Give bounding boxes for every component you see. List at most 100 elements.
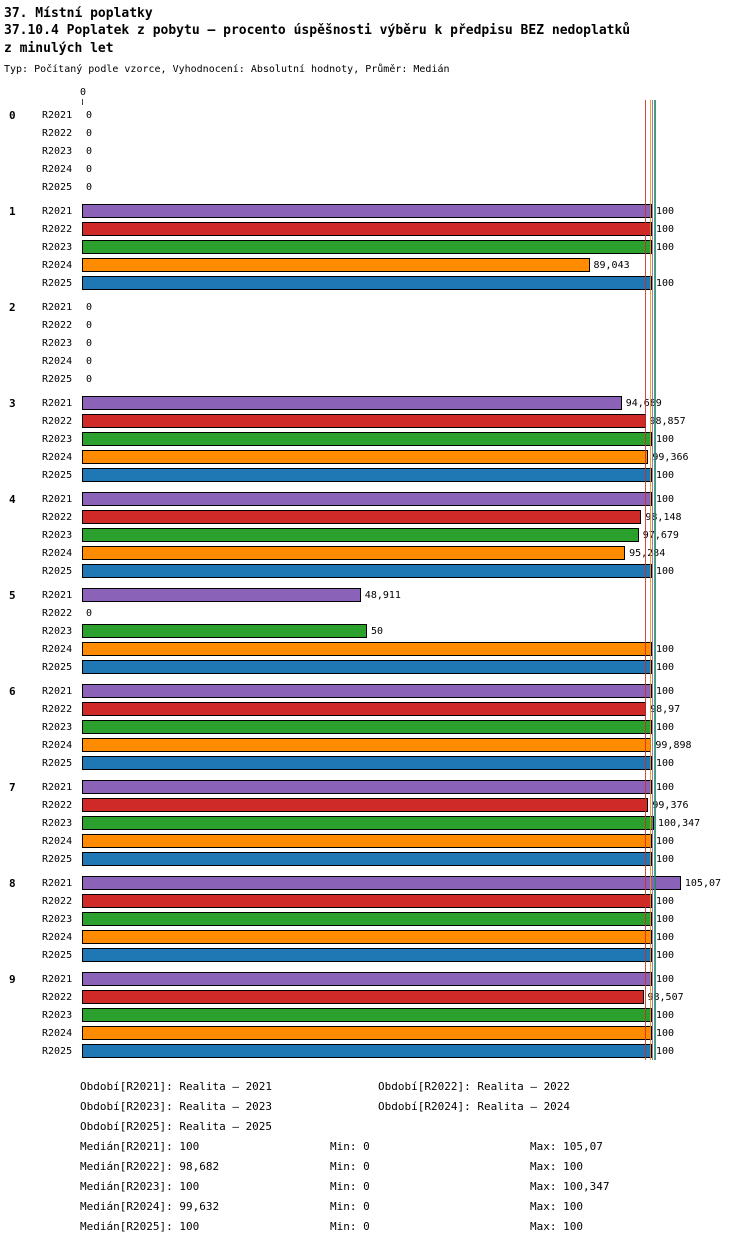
- series-label: R2024: [42, 356, 73, 367]
- bar-value-label: 0: [86, 302, 93, 313]
- bar-value-label: 0: [86, 608, 93, 619]
- series-label: R2024: [42, 1028, 73, 1039]
- series-label: R2025: [42, 278, 73, 289]
- median-line-R2021: [652, 100, 653, 1060]
- series-label: R2021: [42, 302, 73, 313]
- series-label: R2023: [42, 914, 73, 925]
- bar-value-label: 100: [656, 914, 675, 925]
- report-title-line-2: z minulých let: [4, 41, 114, 56]
- bar: [82, 684, 652, 698]
- bar: [82, 240, 652, 254]
- series-label: R2024: [42, 836, 73, 847]
- bar: [82, 894, 652, 908]
- bar: [82, 528, 639, 542]
- report-header: 37. Místní poplatky 37.10.4 Poplatek z p…: [0, 0, 750, 76]
- group-label: 1: [9, 205, 16, 218]
- bar: [82, 258, 590, 272]
- bar: [82, 702, 647, 716]
- series-label: R2022: [42, 128, 73, 139]
- bar-value-label: 100: [656, 758, 675, 769]
- bar: [82, 624, 367, 638]
- report-subtitle: Typ: Počítaný podle vzorce, Vyhodnocení:…: [4, 64, 450, 75]
- bar-value-label: 100,347: [658, 818, 701, 829]
- bar-value-label: 48,911: [364, 590, 401, 601]
- bar: [82, 834, 652, 848]
- legend-median: Medián[R2023]: 100: [80, 1180, 200, 1193]
- bar-value-label: 100: [656, 470, 675, 481]
- median-line-R2023: [653, 100, 655, 1060]
- bar: [82, 990, 644, 1004]
- legend-period: Období[R2021]: Realita – 2021: [80, 1080, 273, 1093]
- series-label: R2025: [42, 374, 73, 385]
- series-label: R2021: [42, 878, 73, 889]
- bar-value-label: 100: [656, 206, 675, 217]
- bar-value-label: 100: [656, 1028, 675, 1039]
- series-label: R2024: [42, 932, 73, 943]
- legend-period: Období[R2022]: Realita – 2022: [378, 1080, 571, 1093]
- legend-median: Medián[R2025]: 100: [80, 1220, 200, 1233]
- series-label: R2023: [42, 722, 73, 733]
- bar-value-label: 99,898: [655, 740, 692, 751]
- bar-value-label: 0: [86, 164, 93, 175]
- bar-value-label: 0: [86, 356, 93, 367]
- series-label: R2024: [42, 548, 73, 559]
- bar: [82, 468, 652, 482]
- legend-max: Max: 100: [530, 1160, 583, 1173]
- report-chapter-title: 37. Místní poplatky: [4, 6, 153, 21]
- series-label: R2021: [42, 590, 73, 601]
- bar-value-label: 50: [371, 626, 384, 637]
- series-label: R2022: [42, 704, 73, 715]
- bar-value-label: 98,148: [645, 512, 682, 523]
- series-label: R2025: [42, 854, 73, 865]
- bar-value-label: 100: [656, 644, 675, 655]
- bar-value-label: 100: [656, 854, 675, 865]
- series-label: R2021: [42, 782, 73, 793]
- series-label: R2024: [42, 740, 73, 751]
- bar-value-label: 100: [656, 896, 675, 907]
- bar-value-label: 0: [86, 128, 93, 139]
- series-label: R2023: [42, 1010, 73, 1021]
- bar-value-label: 105,07: [684, 878, 722, 889]
- series-label: R2021: [42, 974, 73, 985]
- series-label: R2022: [42, 320, 73, 331]
- bar: [82, 720, 652, 734]
- legend-period: Období[R2025]: Realita – 2025: [80, 1120, 273, 1133]
- bar-value-label: 99,376: [652, 800, 689, 811]
- bar-chart: 0 0 R2021 0 R2022 0 R2023 0 R2024 0 R2025 0 1 R2021 1…: [0, 82, 750, 1070]
- group-label: 7: [9, 781, 16, 794]
- report-title-line-1: 37.10.4 Poplatek z pobytu – procento úsp…: [4, 23, 631, 38]
- bar-value-label: 100: [656, 932, 675, 943]
- bar-value-label: 0: [86, 338, 93, 349]
- bar-value-label: 100: [656, 1010, 675, 1021]
- series-label: R2025: [42, 182, 73, 193]
- bar: [82, 432, 652, 446]
- bar-value-label: 100: [656, 494, 675, 505]
- bar: [82, 546, 626, 560]
- series-label: R2021: [42, 110, 73, 121]
- series-label: R2025: [42, 662, 73, 673]
- series-label: R2025: [42, 470, 73, 481]
- bar: [82, 948, 652, 962]
- series-label: R2023: [42, 434, 73, 445]
- series-label: R2023: [42, 146, 73, 157]
- series-label: R2021: [42, 206, 73, 217]
- series-label: R2022: [42, 608, 73, 619]
- legend-max: Max: 100,347: [530, 1180, 610, 1193]
- series-label: R2024: [42, 164, 73, 175]
- group-label: 4: [9, 493, 16, 506]
- bar-value-label: 100: [656, 782, 675, 793]
- bar: [82, 852, 652, 866]
- legend-min: Min: 0: [330, 1220, 370, 1233]
- series-label: R2023: [42, 818, 73, 829]
- bar: [82, 816, 654, 830]
- series-label: R2025: [42, 950, 73, 961]
- series-label: R2023: [42, 626, 73, 637]
- series-label: R2021: [42, 686, 73, 697]
- bar-value-label: 100: [656, 722, 675, 733]
- series-label: R2022: [42, 800, 73, 811]
- bar-value-label: 0: [86, 182, 93, 193]
- bar-value-label: 100: [656, 836, 675, 847]
- bar: [82, 588, 361, 602]
- group-label: 2: [9, 301, 16, 314]
- legend-max: Max: 100: [530, 1200, 583, 1213]
